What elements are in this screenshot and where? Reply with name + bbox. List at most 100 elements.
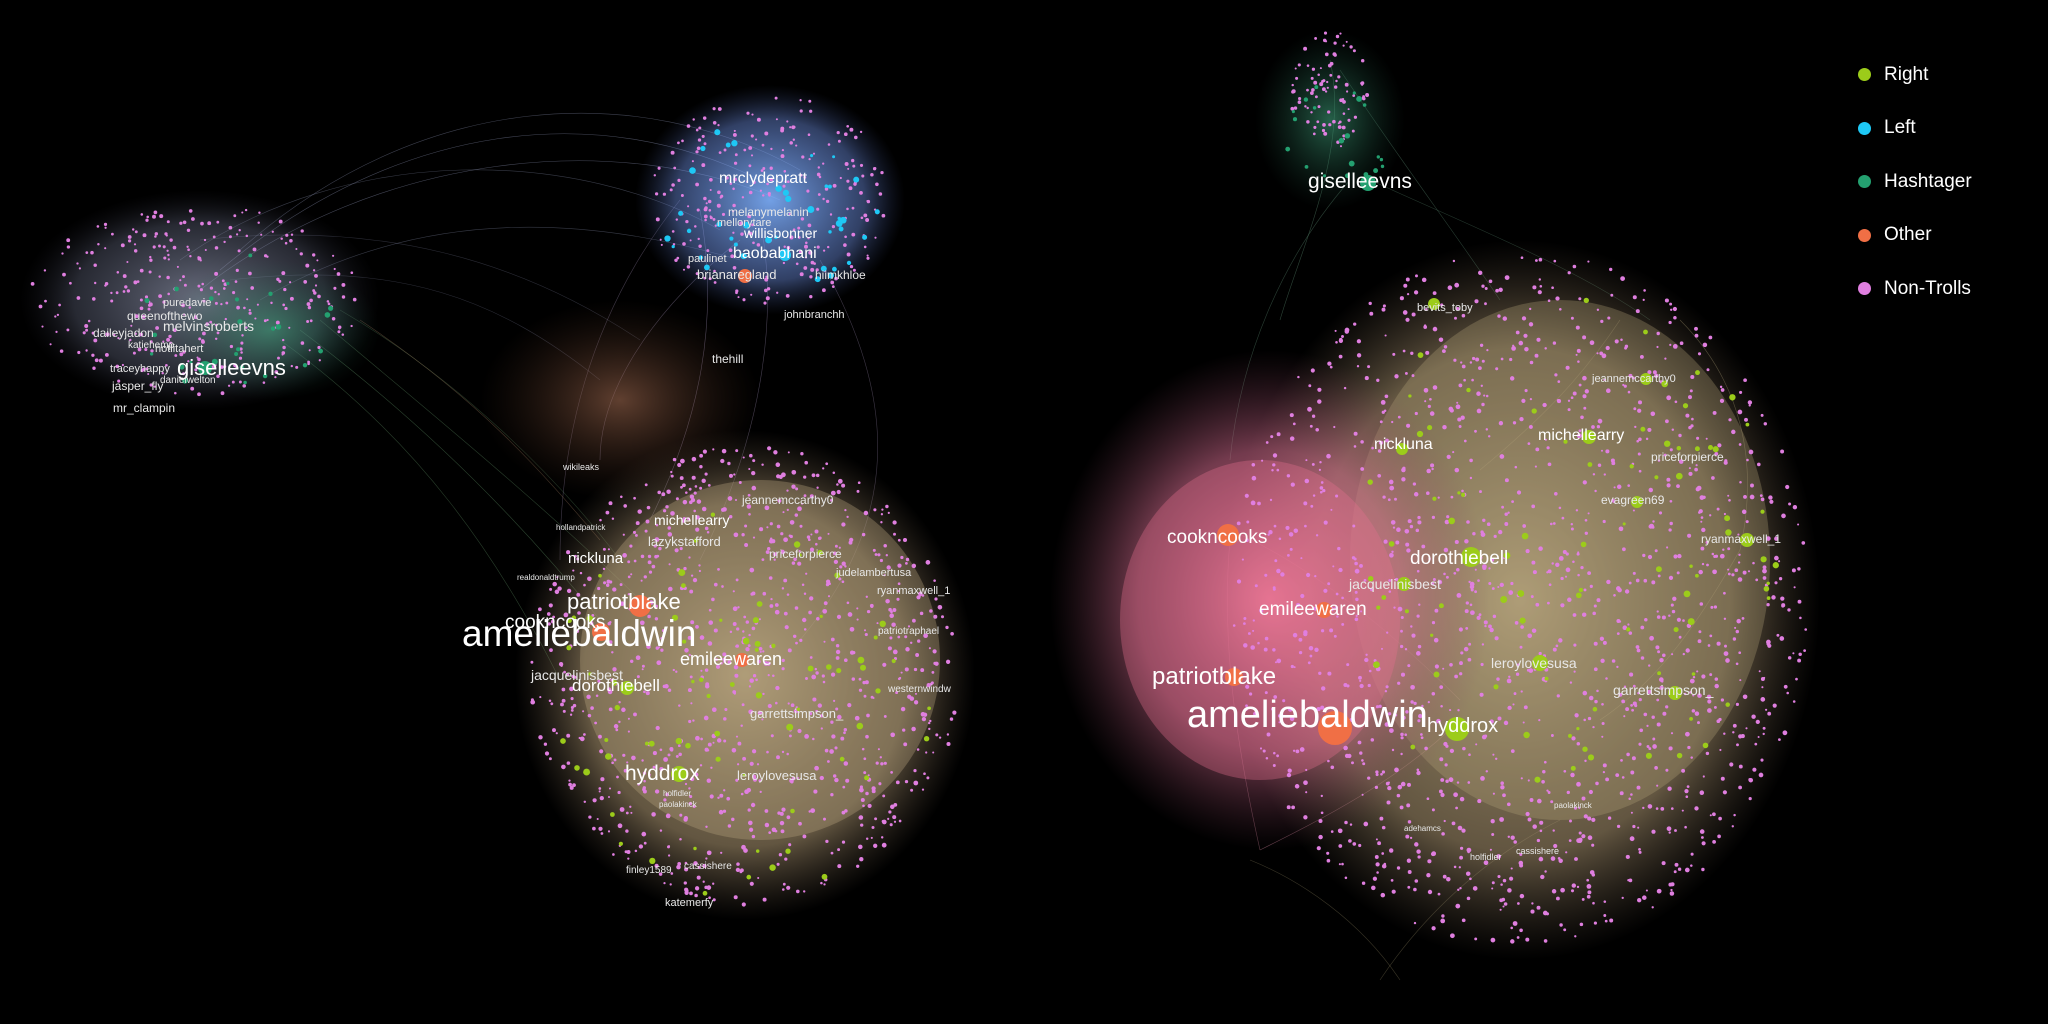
graph-node	[1702, 342, 1708, 348]
graph-node	[809, 494, 814, 499]
graph-node	[1628, 797, 1631, 801]
graph-node	[1676, 445, 1682, 451]
graph-node	[841, 580, 845, 584]
graph-node	[1523, 705, 1528, 710]
graph-node	[1476, 615, 1481, 620]
graph-node	[811, 674, 817, 680]
graph-node	[732, 132, 737, 137]
graph-node	[1337, 125, 1342, 129]
graph-node	[1596, 308, 1600, 311]
left-dot-icon	[1858, 121, 1871, 135]
graph-node	[688, 653, 691, 657]
graph-node	[1656, 331, 1660, 336]
graph-node	[1717, 443, 1722, 448]
graph-node	[1347, 118, 1351, 122]
graph-node	[246, 298, 249, 301]
graph-node	[122, 290, 126, 293]
graph-node	[189, 255, 192, 258]
graph-node	[1370, 588, 1374, 592]
graph-node	[1278, 537, 1282, 541]
graph-node	[1499, 454, 1505, 459]
graph-node	[827, 245, 830, 249]
graph-node	[1394, 713, 1398, 717]
graph-node	[735, 578, 739, 582]
graph-node	[1677, 867, 1682, 871]
graph-node	[1517, 590, 1525, 597]
graph-node	[1672, 596, 1677, 601]
graph-node	[1716, 641, 1721, 646]
graph-node	[1662, 653, 1666, 658]
graph-node	[1367, 479, 1373, 485]
graph-node	[1671, 653, 1674, 656]
graph-node	[1558, 556, 1564, 561]
graph-node	[1563, 928, 1567, 932]
node-label: willisbonner	[743, 225, 817, 241]
graph-node	[694, 886, 700, 891]
graph-node	[766, 526, 769, 529]
graph-node	[881, 842, 887, 848]
graph-node	[1459, 661, 1463, 666]
graph-node	[615, 728, 619, 732]
graph-node	[93, 338, 98, 343]
graph-node	[638, 844, 644, 849]
graph-node	[1431, 621, 1436, 625]
graph-node	[597, 679, 601, 683]
graph-node	[873, 635, 878, 640]
graph-node	[1407, 782, 1411, 787]
graph-node	[1539, 820, 1544, 825]
graph-node	[756, 601, 763, 607]
graph-node	[1512, 703, 1515, 706]
graph-node	[781, 750, 785, 754]
graph-node	[1625, 707, 1630, 712]
graph-node	[1360, 440, 1364, 444]
graph-node	[1699, 790, 1705, 795]
graph-node	[1458, 627, 1463, 632]
graph-node	[782, 882, 786, 886]
graph-node	[831, 224, 836, 229]
graph-node	[1574, 806, 1577, 810]
graph-node	[1723, 460, 1728, 465]
graph-node	[1244, 493, 1249, 498]
graph-node	[1326, 851, 1330, 855]
graph-node	[1587, 716, 1592, 721]
graph-node	[1392, 526, 1396, 529]
graph-node	[946, 733, 950, 736]
graph-node	[1423, 325, 1428, 329]
graph-node	[1690, 756, 1693, 759]
graph-node	[662, 192, 667, 196]
graph-node	[622, 533, 625, 536]
graph-node	[675, 218, 678, 221]
graph-node	[92, 366, 96, 370]
node-label: ameliebaldwin	[462, 613, 696, 654]
graph-node	[1729, 394, 1736, 401]
graph-node	[669, 883, 672, 886]
graph-node	[1480, 776, 1485, 781]
graph-node	[847, 612, 853, 617]
graph-node	[1400, 781, 1406, 787]
graph-node	[1712, 812, 1716, 817]
graph-node	[1720, 698, 1725, 702]
graph-node	[1378, 440, 1384, 445]
graph-node	[834, 276, 838, 281]
graph-node	[1304, 524, 1307, 528]
graph-node	[699, 635, 705, 640]
graph-node	[598, 790, 601, 793]
right-hashtag-nodes	[1285, 85, 1385, 179]
graph-node	[759, 790, 762, 794]
graph-node	[217, 293, 220, 296]
graph-node	[808, 157, 811, 161]
graph-node	[1666, 395, 1672, 401]
graph-node	[699, 677, 704, 683]
graph-node	[1571, 736, 1576, 741]
graph-node	[93, 263, 97, 267]
graph-node	[933, 579, 936, 582]
graph-node	[946, 741, 951, 747]
graph-node	[791, 484, 796, 489]
graph-node	[1410, 700, 1414, 704]
graph-node	[242, 384, 246, 388]
graph-node	[1469, 361, 1473, 364]
graph-node	[611, 761, 614, 765]
graph-node	[154, 235, 157, 238]
graph-node	[865, 837, 869, 840]
graph-node	[693, 846, 697, 851]
